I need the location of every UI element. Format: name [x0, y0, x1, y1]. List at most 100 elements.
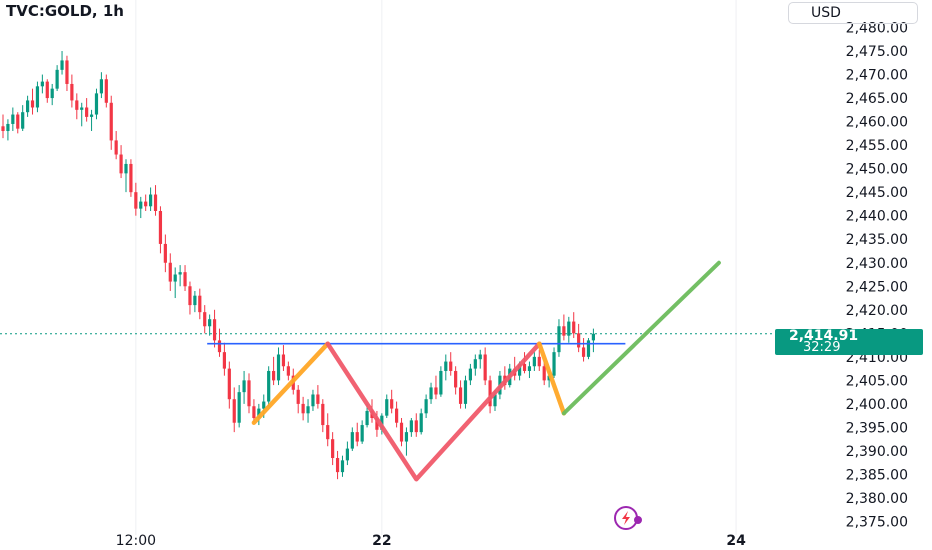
candle	[50, 83, 54, 106]
candle	[45, 79, 49, 103]
candle	[149, 187, 153, 211]
candle	[232, 387, 236, 433]
symbol-title: TVC:GOLD, 1h	[6, 2, 124, 20]
lightning-icon[interactable]	[614, 506, 642, 530]
price-tick-label: 2,395.00	[846, 420, 908, 436]
candle	[404, 427, 409, 456]
candle	[16, 112, 20, 134]
candle	[424, 394, 428, 419]
price-tick-label: 2,435.00	[846, 232, 908, 248]
candle	[429, 382, 433, 404]
candle	[591, 328, 595, 353]
price-tick-label: 2,465.00	[846, 91, 908, 107]
candle	[94, 88, 99, 120]
candle	[6, 119, 10, 141]
currency-button[interactable]: USD	[788, 2, 918, 24]
candle	[449, 352, 453, 376]
trendline[interactable]	[561, 260, 721, 416]
candle	[124, 159, 128, 193]
pattern-drawings[interactable]	[207, 260, 721, 482]
candle	[247, 373, 251, 414]
candle	[188, 281, 192, 315]
candle	[60, 51, 64, 75]
candle	[390, 389, 394, 414]
candle	[183, 265, 187, 291]
candle	[439, 366, 443, 397]
pattern-leg[interactable]	[537, 341, 567, 416]
candle	[444, 354, 448, 381]
candle	[335, 450, 340, 480]
time-tick-label: 24	[726, 533, 746, 549]
time-tick-label: 12:00	[116, 533, 156, 549]
price-tick-label: 2,455.00	[846, 138, 908, 154]
price-tick-label: 2,440.00	[846, 209, 908, 225]
candle	[458, 380, 463, 409]
candle	[473, 354, 477, 376]
candle	[586, 338, 591, 360]
price-tick-label: 2,375.00	[846, 515, 908, 531]
candle	[242, 370, 246, 404]
candle	[355, 422, 359, 447]
candle	[212, 309, 217, 348]
candle	[532, 352, 536, 371]
candle	[222, 342, 226, 376]
candle	[85, 98, 89, 122]
candle	[562, 314, 566, 341]
candle	[35, 81, 40, 113]
candle	[567, 316, 571, 343]
price-tick-label: 2,480.00	[846, 21, 908, 37]
candle	[114, 131, 118, 160]
candle	[281, 345, 286, 371]
pattern-leg[interactable]	[325, 341, 542, 482]
candle	[129, 159, 133, 197]
candle	[26, 95, 30, 117]
price-axis[interactable]: 2,480.00 2,475.00 2,470.00 2,465.00 2,460.00…	[846, 21, 908, 531]
candle	[99, 72, 103, 99]
price-tick-label: 2,430.00	[846, 256, 908, 272]
candle	[572, 312, 576, 339]
candle	[557, 319, 561, 357]
price-tick-label: 2,475.00	[846, 44, 908, 60]
candle	[581, 338, 586, 362]
candle	[144, 194, 148, 211]
candle	[468, 363, 472, 386]
price-tick-label: 2,420.00	[846, 303, 908, 319]
candle	[65, 55, 69, 92]
candle	[267, 366, 271, 407]
chart-grid	[135, 0, 737, 535]
candle	[326, 413, 330, 447]
last-price-value: 2,414.91	[789, 328, 859, 344]
candle	[316, 385, 320, 409]
candle	[454, 366, 458, 395]
candle	[55, 65, 59, 92]
candle	[409, 418, 413, 437]
candle	[345, 441, 349, 466]
candle	[272, 356, 276, 386]
time-axis[interactable]: 12:00 22 24	[116, 533, 746, 549]
last-price-badge: 2,414.91 32:29	[775, 328, 923, 355]
candle	[119, 145, 123, 179]
candle	[434, 375, 438, 400]
candle	[30, 88, 35, 115]
candle	[321, 399, 325, 433]
candle	[360, 420, 364, 444]
candle	[11, 107, 15, 132]
candle	[237, 385, 241, 428]
candle	[399, 418, 404, 447]
bar-countdown: 32:29	[803, 340, 841, 355]
candle	[419, 408, 423, 435]
candle	[286, 361, 290, 381]
time-tick-label: 22	[372, 533, 391, 549]
candles	[1, 51, 595, 480]
candle	[296, 385, 300, 414]
candle	[109, 95, 113, 150]
candle	[252, 399, 256, 423]
candle	[217, 328, 222, 357]
candle	[163, 234, 167, 273]
candle	[158, 206, 163, 254]
pattern-leg[interactable]	[251, 341, 330, 425]
candle	[527, 361, 532, 379]
price-tick-label: 2,400.00	[846, 397, 908, 413]
candle	[1, 114, 5, 139]
